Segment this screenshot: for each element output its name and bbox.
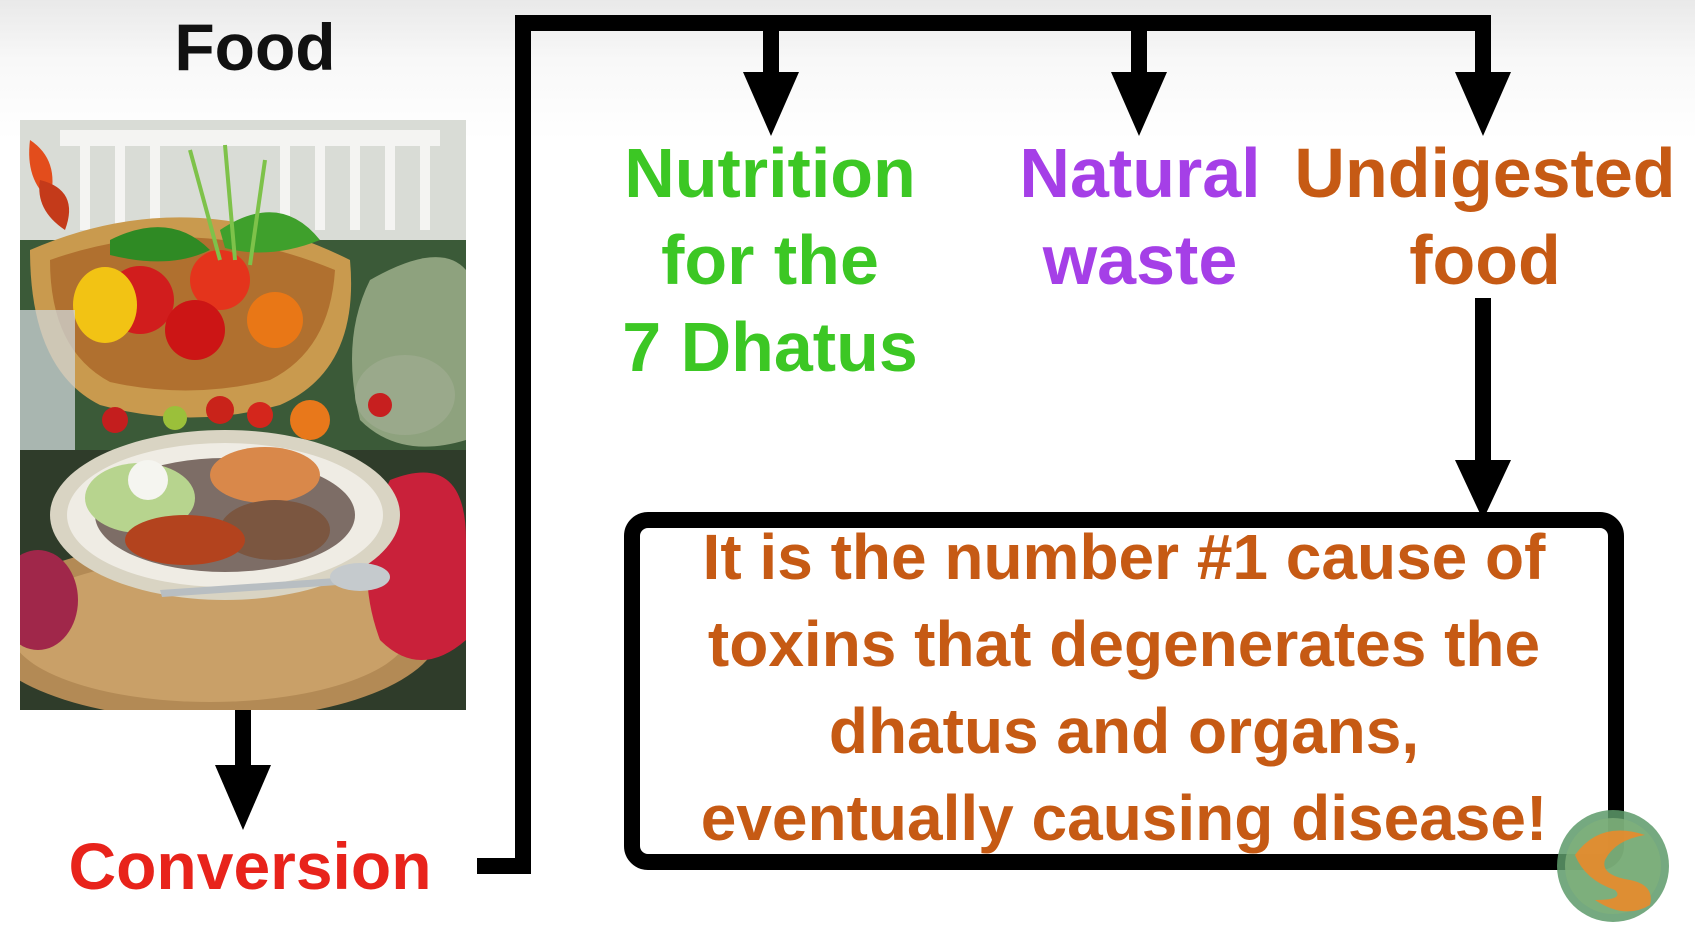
food-down-arrow-head <box>215 765 271 830</box>
toxins-message-box: It is the number #1 cause of toxins that… <box>624 512 1624 870</box>
undigested-down-arrow-shaft <box>1475 298 1491 468</box>
food-down-arrow-shaft <box>235 710 251 775</box>
waste-arrow-head <box>1111 72 1167 136</box>
swirl-logo-icon <box>1557 810 1669 922</box>
trunk-vertical-line <box>515 15 531 874</box>
undigested-food-label: Undigested food <box>1294 134 1676 299</box>
conversion-label: Conversion <box>68 829 432 903</box>
natural-waste-label: Natural waste <box>1019 134 1261 299</box>
toxins-message-text: It is the number #1 cause of toxins that… <box>700 521 1548 854</box>
top-horizontal-line <box>515 15 1491 31</box>
food-photo-icon <box>20 120 466 710</box>
undigested-down-arrow-head <box>1455 460 1511 520</box>
nutrition-arrow-head <box>743 72 799 136</box>
nutrition-label: Nutrition for the 7 Dhatus <box>622 134 918 386</box>
food-title: Food <box>174 10 336 84</box>
undigested-arrow-head <box>1455 72 1511 136</box>
